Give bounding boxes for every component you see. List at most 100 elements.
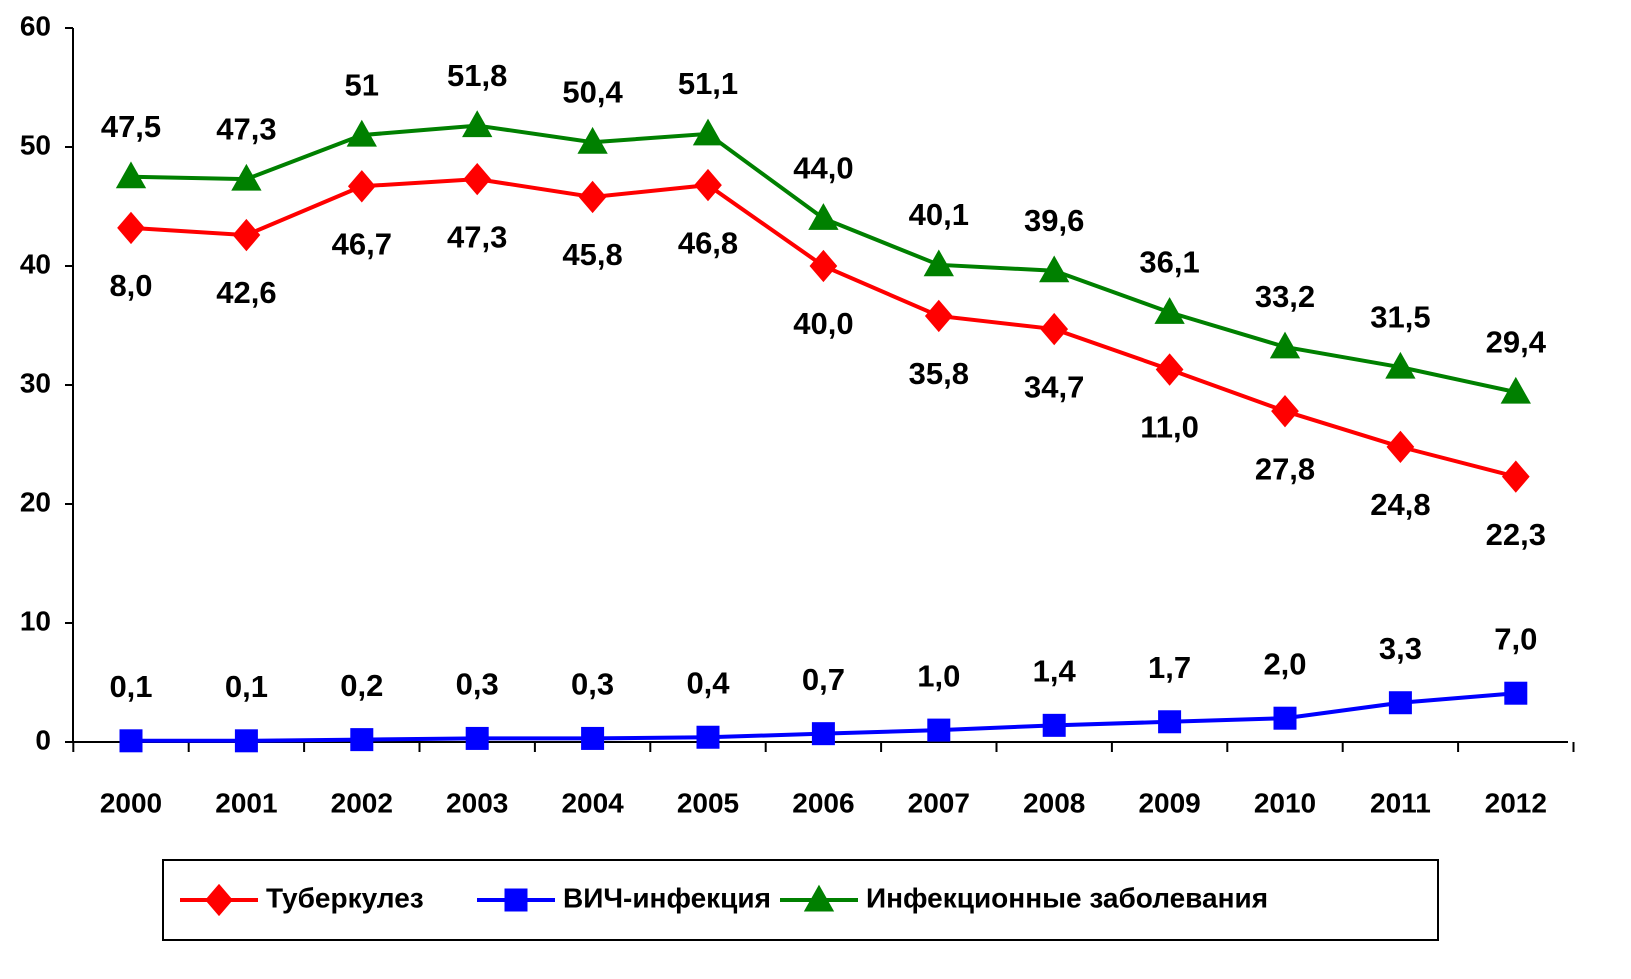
data-label: 35,8 — [909, 356, 969, 391]
x-tick-label: 2010 — [1254, 787, 1316, 818]
marker — [1040, 312, 1069, 346]
marker — [581, 726, 605, 750]
data-label: 7,0 — [1494, 621, 1537, 656]
marker — [696, 725, 720, 749]
data-label: 31,5 — [1370, 299, 1430, 334]
data-label: 0,1 — [109, 669, 152, 704]
x-tick-label: 2011 — [1370, 787, 1431, 818]
data-label: 0,7 — [802, 662, 845, 697]
marker — [577, 126, 608, 154]
data-label: 0,4 — [686, 665, 730, 700]
y-tick-label: 10 — [20, 605, 51, 636]
marker — [465, 726, 489, 750]
data-label: 29,4 — [1486, 324, 1547, 359]
marker — [692, 118, 724, 146]
data-label: 50,4 — [562, 74, 623, 109]
data-label: 0,3 — [571, 667, 614, 702]
marker — [1501, 460, 1530, 493]
data-label: 0,3 — [456, 667, 499, 702]
data-label: 51,1 — [678, 66, 738, 101]
marker — [347, 170, 376, 203]
data-label: 42,6 — [216, 275, 276, 310]
marker — [1271, 395, 1299, 428]
data-label: 11,0 — [1140, 410, 1199, 445]
marker — [927, 718, 951, 742]
y-tick-label: 30 — [20, 367, 51, 398]
x-tick-label: 2012 — [1485, 787, 1547, 818]
marker — [1042, 713, 1066, 737]
marker — [924, 299, 953, 333]
data-label: 45,8 — [562, 237, 622, 272]
data-label: 51,8 — [447, 58, 507, 93]
x-tick-label: 2004 — [561, 787, 624, 818]
data-label: 36,1 — [1139, 245, 1199, 280]
x-tick-label: 2005 — [677, 787, 739, 818]
data-label: 46,8 — [678, 225, 738, 260]
data-label: 2,0 — [1263, 646, 1306, 681]
data-label: 34,7 — [1024, 369, 1084, 404]
data-label: 39,6 — [1024, 203, 1084, 238]
marker — [234, 729, 258, 753]
data-label: 0,2 — [340, 668, 383, 703]
x-tick-label: 2002 — [331, 787, 393, 818]
data-label: 22,3 — [1486, 517, 1546, 552]
legend-label: Туберкулез — [266, 882, 424, 913]
data-label: 47,3 — [216, 111, 276, 146]
marker — [115, 161, 147, 189]
data-label: 1,7 — [1148, 650, 1191, 685]
marker — [808, 203, 839, 230]
marker — [463, 162, 492, 196]
data-label: 40,1 — [909, 197, 969, 232]
marker — [117, 211, 145, 245]
marker — [578, 180, 607, 214]
x-tick-label: 2009 — [1138, 787, 1200, 818]
data-label: 46,7 — [332, 226, 392, 261]
data-label: 51 — [345, 67, 379, 102]
data-label: 8,0 — [109, 268, 152, 303]
marker — [1155, 353, 1184, 386]
marker — [119, 729, 143, 753]
data-label: 1,4 — [1033, 654, 1077, 689]
x-tick-label: 2001 — [215, 787, 277, 818]
data-label: 47,5 — [101, 109, 161, 144]
marker — [350, 728, 374, 752]
marker — [346, 119, 377, 147]
x-tick-label: 2006 — [792, 787, 854, 818]
y-tick-label: 40 — [20, 248, 51, 279]
x-tick-label: 2008 — [1023, 787, 1085, 818]
data-label: 3,3 — [1379, 631, 1422, 666]
data-label: 0,1 — [225, 669, 268, 704]
data-label: 44,0 — [793, 151, 853, 186]
y-tick-label: 50 — [20, 129, 51, 160]
legend-label: ВИЧ-инфекция — [563, 882, 771, 913]
data-label: 40,0 — [793, 306, 853, 341]
marker — [232, 218, 261, 252]
y-tick-label: 0 — [35, 724, 51, 755]
marker — [1385, 351, 1416, 379]
marker — [1386, 430, 1415, 464]
marker — [1158, 710, 1182, 734]
marker — [205, 883, 233, 917]
x-tick-label: 2003 — [446, 787, 508, 818]
marker — [1273, 706, 1297, 730]
x-tick-label: 2000 — [100, 787, 162, 818]
legend-label: Инфекционные заболевания — [866, 882, 1268, 913]
data-label: 47,3 — [447, 219, 507, 254]
y-tick-label: 20 — [20, 486, 51, 517]
marker — [694, 168, 722, 202]
marker — [803, 884, 835, 912]
data-label: 1,0 — [917, 658, 960, 693]
marker — [809, 249, 838, 283]
y-tick-label: 60 — [20, 10, 51, 41]
marker — [1504, 681, 1528, 705]
marker — [1154, 297, 1185, 324]
data-label: 24,8 — [1370, 487, 1430, 522]
marker — [462, 110, 493, 138]
marker — [504, 888, 528, 912]
marker — [231, 163, 262, 191]
marker — [811, 722, 835, 746]
x-tick-label: 2007 — [908, 787, 970, 818]
marker — [923, 249, 954, 277]
marker — [1039, 255, 1070, 283]
